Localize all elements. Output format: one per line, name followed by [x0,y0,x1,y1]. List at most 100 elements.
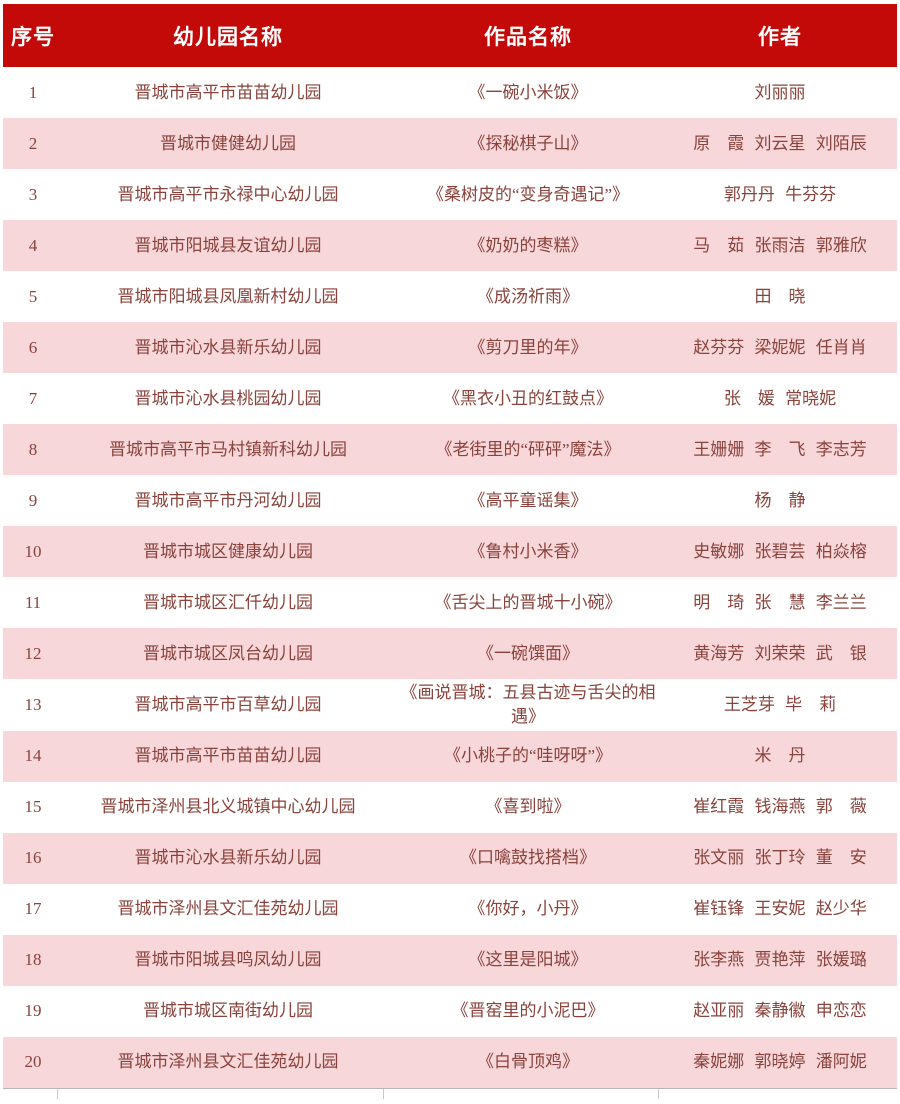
author-names: 王姗姗 李 飞 李志芳 [693,439,867,459]
row-number: 3 [28,184,38,204]
table-row: 5 晋城市阳城县凤凰新村幼儿园 《成汤祈雨》 田 晓 [3,271,897,322]
school-name: 晋城市阳城县鸣凤幼儿园 [134,950,322,970]
table-row: 12 晋城市城区凤台幼儿园 《一碗馔面》 黄海芳 刘荣荣 武 银 [3,628,897,679]
school-name: 晋城市高平市苗苗幼儿园 [134,82,322,102]
work-title: 《鲁村小米香》 [468,541,588,561]
author-names: 张 媛 常晓妮 [723,388,837,408]
header-cell-work: 作品名称 [484,24,572,49]
author-names: 杨 静 [754,490,806,510]
school-name: 晋城市城区凤台幼儿园 [143,643,313,663]
column-divider [658,1088,659,1099]
school-name: 晋城市城区健康幼儿园 [143,541,313,561]
author-names: 张李燕 贾艳萍 张媛璐 [693,950,867,970]
work-title: 《一碗小米饭》 [468,82,588,102]
work-title: 《桑树皮的“变身奇遇记”》 [426,184,630,204]
work-title: 《奶奶的枣糕》 [468,235,588,255]
table-row: 19 晋城市城区南街幼儿园 《晋窑里的小泥巴》 赵亚丽 秦静徽 申恋恋 [3,985,897,1037]
table-row: 18 晋城市阳城县鸣凤幼儿园 《这里是阳城》 张李燕 贾艳萍 张媛璐 [3,934,897,986]
row-number: 14 [24,746,42,766]
school-name: 晋城市高平市苗苗幼儿园 [134,746,322,766]
row-number: 11 [24,592,42,612]
author-names: 米 丹 [754,746,806,766]
school-name: 晋城市泽州县文汇佳苑幼儿园 [117,899,339,919]
school-name: 晋城市高平市马村镇新科幼儿园 [109,439,347,459]
row-number: 8 [28,439,38,459]
table-row: 11 晋城市城区汇仟幼儿园 《舌尖上的晋城十小碗》 明 琦 张 慧 李兰兰 [3,577,897,628]
row-number: 16 [24,848,42,868]
table-row: 13 晋城市高平市百草幼儿园 《画说晋城：五县古迹与舌尖的相遇》 王芝芽 毕 莉 [3,679,897,731]
author-names: 刘丽丽 [754,82,806,102]
row-number: 19 [24,1001,42,1021]
school-name: 晋城市高平市丹河幼儿园 [134,490,322,510]
work-title: 《剪刀里的年》 [468,337,588,357]
column-divider [383,1088,384,1099]
school-name: 晋城市高平市永禄中心幼儿园 [117,184,339,204]
author-names: 黄海芳 刘荣荣 武 银 [693,643,867,663]
school-name: 晋城市阳城县友谊幼儿园 [134,235,322,255]
table-row: 16 晋城市沁水县新乐幼儿园 《口噙鼓找搭档》 张文丽 张丁玲 董 安 [3,832,897,884]
column-divider [57,1088,58,1099]
school-name: 晋城市沁水县新乐幼儿园 [134,337,322,357]
author-names: 明 琦 张 慧 李兰兰 [693,592,867,612]
row-number: 9 [28,490,38,510]
table-row: 17 晋城市泽州县文汇佳苑幼儿园 《你好，小丹》 崔钰锋 王安妮 赵少华 [3,883,897,935]
school-name: 晋城市沁水县新乐幼儿园 [134,848,322,868]
table-row: 2 晋城市健健幼儿园 《探秘棋子山》 原 霞 刘云星 刘陌辰 [3,118,897,169]
row-number: 7 [28,388,38,408]
table-row: 4 晋城市阳城县友谊幼儿园 《奶奶的枣糕》 马 茹 张雨洁 郭雅欣 [3,220,897,271]
row-number: 10 [24,541,42,561]
table-body: 1 晋城市高平市苗苗幼儿园 《一碗小米饭》 刘丽丽 2 晋城市健健幼儿园 《探秘棋子山》 原 … [3,67,897,1088]
row-number: 18 [24,950,42,970]
school-name: 晋城市城区南街幼儿园 [143,1001,313,1021]
work-title: 《白骨顶鸡》 [477,1052,579,1072]
author-names: 田 晓 [754,286,806,306]
work-title: 《老街里的“砰砰”魔法》 [435,439,621,459]
row-number: 12 [24,643,42,663]
work-title: 《探秘棋子山》 [468,133,588,153]
author-names: 郭丹丹 牛芬芬 [723,184,837,204]
author-names: 王芝芽 毕 莉 [723,694,837,714]
header-cell-school: 幼儿园名称 [173,24,283,49]
author-names: 赵亚丽 秦静徽 申恋恋 [693,1001,867,1021]
work-title: 《小桃子的“哇呀呀”》 [443,746,613,766]
row-number: 2 [28,133,38,153]
table-row: 15 晋城市泽州县北义城镇中心幼儿园 《喜到啦》 崔红霞 钱海燕 郭 薇 [3,781,897,833]
work-title: 《高平童谣集》 [468,490,588,510]
school-name: 晋城市高平市百草幼儿园 [134,694,322,714]
table-header: 序号 幼儿园名称 作品名称 作者 [3,4,897,67]
row-number: 15 [24,797,42,817]
table-row: 7 晋城市沁水县桃园幼儿园 《黑衣小丑的红鼓点》 张 媛 常晓妮 [3,373,897,424]
author-names: 史敏娜 张碧芸 柏焱榕 [693,541,867,561]
school-name: 晋城市沁水县桃园幼儿园 [134,388,322,408]
row-number: 17 [24,899,42,919]
work-title: 《你好，小丹》 [468,899,588,919]
author-names: 张文丽 张丁玲 董 安 [693,848,867,868]
work-title: 《口噙鼓找搭档》 [460,848,596,868]
table-row: 3 晋城市高平市永禄中心幼儿园 《桑树皮的“变身奇遇记”》 郭丹丹 牛芬芬 [3,169,897,220]
school-name: 晋城市阳城县凤凰新村幼儿园 [117,286,339,306]
table-row: 14 晋城市高平市苗苗幼儿园 《小桃子的“哇呀呀”》 米 丹 [3,730,897,782]
table-row: 9 晋城市高平市丹河幼儿园 《高平童谣集》 杨 静 [3,475,897,526]
school-name: 晋城市泽州县文汇佳苑幼儿园 [117,1052,339,1072]
work-title: 《舌尖上的晋城十小碗》 [434,592,622,612]
table-row: 10 晋城市城区健康幼儿园 《鲁村小米香》 史敏娜 张碧芸 柏焱榕 [3,526,897,577]
table-row: 20 晋城市泽州县文汇佳苑幼儿园 《白骨顶鸡》 秦妮娜 郭晓婷 潘阿妮 [3,1036,897,1088]
header-cell-no: 序号 [11,24,55,49]
work-title: 《画说晋城：五县古迹与舌尖的相遇》 [400,683,656,726]
school-name: 晋城市健健幼儿园 [160,133,296,153]
work-title: 《这里是阳城》 [468,950,588,970]
row-number: 6 [28,337,38,357]
row-number: 20 [24,1052,42,1072]
row-number: 4 [28,235,38,255]
row-number: 5 [28,286,38,306]
author-names: 秦妮娜 郭晓婷 潘阿妮 [693,1052,867,1072]
author-names: 崔红霞 钱海燕 郭 薇 [693,797,867,817]
author-names: 马 茹 张雨洁 郭雅欣 [693,235,867,255]
author-names: 原 霞 刘云星 刘陌辰 [693,133,867,153]
author-names: 赵芬芬 梁妮妮 任肖肖 [693,337,867,357]
work-title: 《一碗馔面》 [477,643,579,663]
table-row: 1 晋城市高平市苗苗幼儿园 《一碗小米饭》 刘丽丽 [3,67,897,118]
table-bottom-edge [3,1087,897,1099]
header-cell-authors: 作者 [758,24,802,49]
